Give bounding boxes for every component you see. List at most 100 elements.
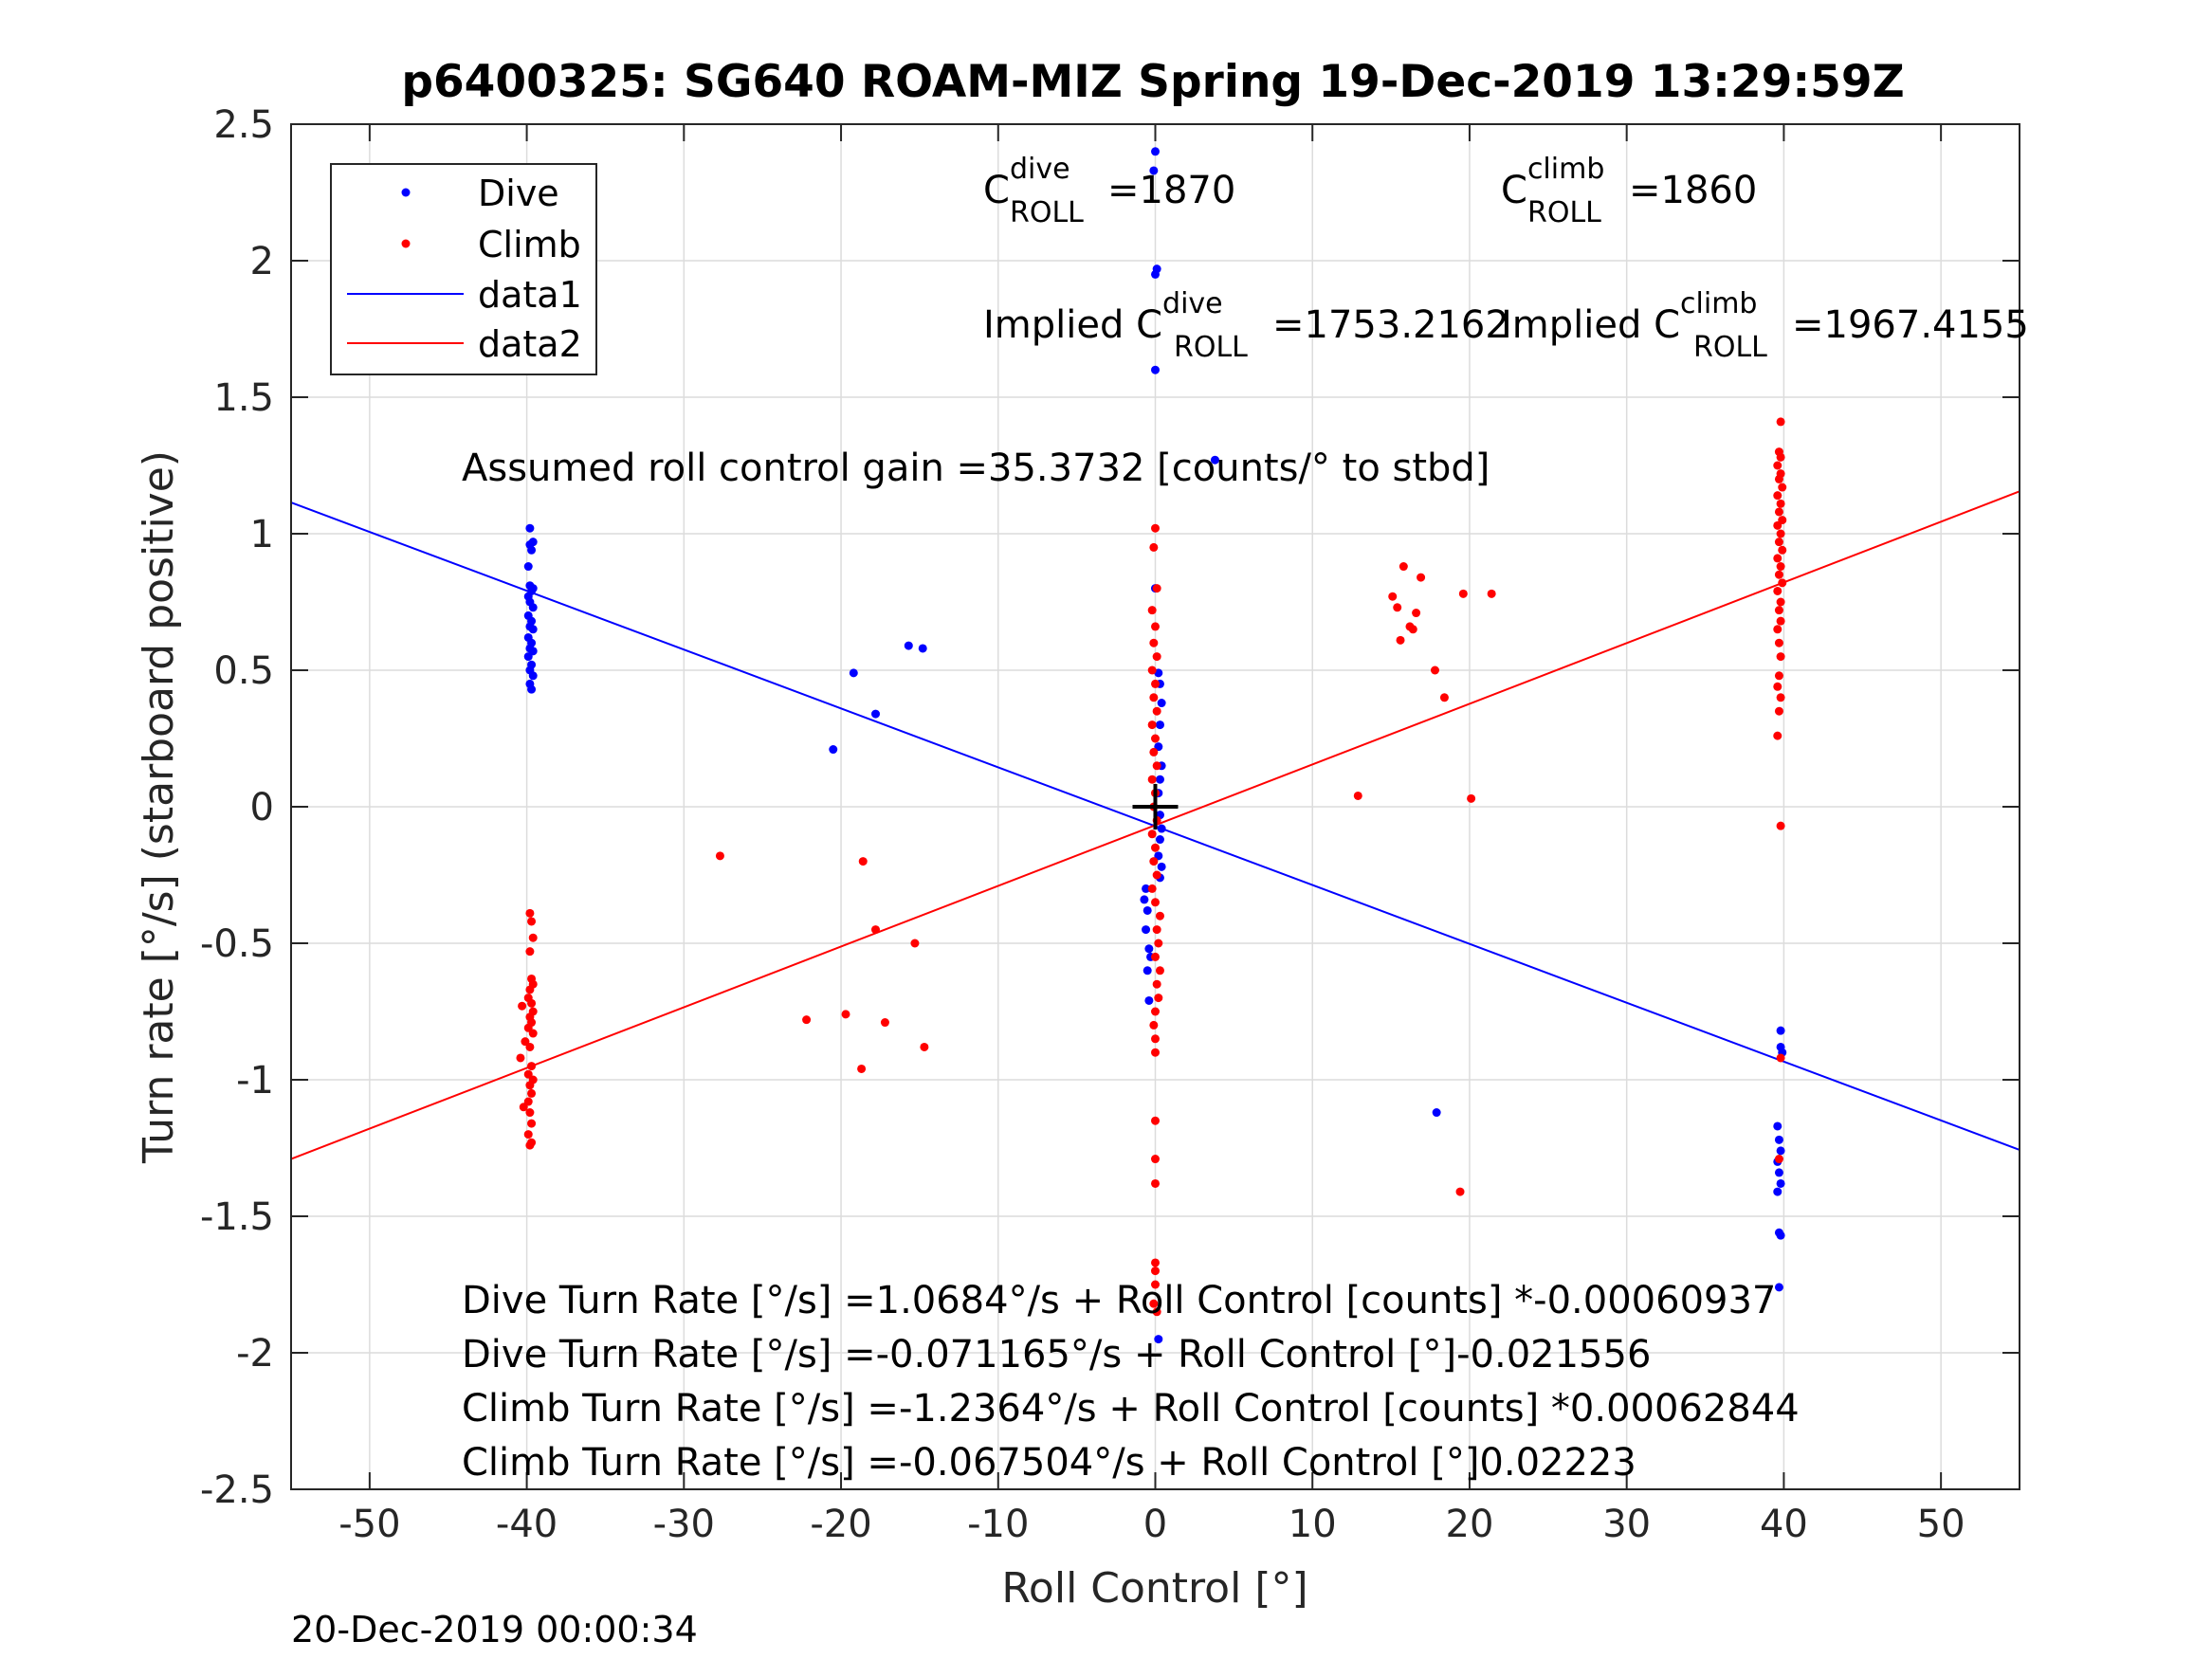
climb-point: [1155, 911, 1164, 921]
x-tick-label: -20: [810, 1503, 871, 1546]
climb-point: [1778, 483, 1787, 492]
climb-point: [858, 857, 868, 866]
origin-marker: [1132, 784, 1179, 830]
y-tick-label: -0.5: [200, 922, 274, 966]
climb-point: [1147, 665, 1157, 675]
climb-point: [1149, 1020, 1159, 1030]
climb-point: [1774, 638, 1783, 647]
x-tick-label: 0: [1143, 1503, 1167, 1546]
climb-point: [1151, 1267, 1160, 1276]
legend-label-data1: data1: [478, 274, 582, 316]
c-dive-sub: ROLL: [1010, 196, 1084, 229]
dive-point: [871, 709, 881, 719]
climb-point: [1151, 1048, 1160, 1057]
dive-point: [918, 644, 927, 653]
y-tick-label: -1: [236, 1059, 274, 1103]
climb-point: [1149, 638, 1159, 647]
dive-point: [1773, 1187, 1782, 1196]
dive-point: [1155, 775, 1164, 784]
climb-point: [525, 947, 535, 957]
dive-point: [523, 562, 533, 572]
climb-point: [518, 1001, 527, 1011]
climb-point: [1774, 1155, 1783, 1164]
climb-point: [525, 1042, 535, 1051]
c-climb-sup: climb: [1527, 153, 1604, 186]
climb-point: [1388, 592, 1398, 601]
climb-point: [1774, 474, 1783, 483]
dive-point: [904, 641, 913, 650]
dive-point: [528, 625, 538, 634]
climb-point: [1152, 584, 1161, 593]
climb-point: [1439, 693, 1449, 702]
dive-point: [1155, 720, 1164, 730]
climb-point: [1155, 966, 1164, 975]
climb-point: [1151, 1007, 1160, 1016]
fit-line-text: Climb Turn Rate [°/s] =-1.2364°/s + Roll…: [462, 1387, 1800, 1431]
climb-point: [715, 851, 724, 861]
climb-point: [1151, 734, 1160, 743]
y-tick-label: 1: [250, 513, 274, 556]
dive-point: [1155, 835, 1164, 845]
climb-point: [1152, 870, 1161, 880]
implied-climb-annotation: Implied Cclimb ROLL =1967.4155: [1501, 287, 2029, 364]
dive-point: [1157, 699, 1166, 708]
implied-dive-label: Implied C: [983, 303, 1162, 347]
climb-point: [1149, 747, 1159, 757]
y-tick-label: -2.5: [200, 1468, 274, 1512]
x-tick-label: 40: [1760, 1503, 1808, 1546]
dive-point: [1776, 1146, 1785, 1156]
climb-point: [1398, 562, 1408, 572]
climb-point: [1774, 538, 1783, 547]
climb-point: [527, 917, 537, 926]
climb-point: [1151, 679, 1160, 688]
dive-point: [1776, 1231, 1785, 1240]
data-points: [516, 147, 1787, 1344]
climb-point: [1776, 562, 1785, 572]
climb-point: [1776, 529, 1785, 538]
climb-point: [1152, 706, 1161, 716]
y-tick-label: 2: [250, 240, 274, 283]
legend-label-dive: Dive: [478, 173, 559, 214]
climb-point: [1147, 884, 1157, 893]
x-axis-label: Roll Control [°]: [1001, 1564, 1307, 1613]
x-tick-label: 50: [1917, 1503, 1965, 1546]
climb-point: [527, 1088, 537, 1098]
dive-point: [1151, 365, 1160, 374]
climb-point: [1773, 491, 1782, 501]
axis-ticks: -50 -40 -30 -20 -10 0 10 20 30 40 50-2.5-2-1.5-1-0…: [200, 103, 2020, 1546]
dive-point: [1144, 944, 1154, 954]
fit-line-text: Dive Turn Rate [°/s] =-0.071165°/s + Rol…: [462, 1333, 1651, 1376]
y-tick-label: 0.5: [213, 649, 274, 693]
dive-point: [528, 538, 538, 547]
climb-point: [1487, 589, 1496, 598]
dive-point: [1774, 1283, 1783, 1292]
climb-point: [1393, 603, 1402, 612]
climb-point: [1455, 1187, 1465, 1196]
dive-point: [1149, 166, 1159, 175]
c-climb-label: C: [1501, 169, 1527, 212]
dive-point: [1142, 925, 1151, 935]
implied-climb-sub: ROLL: [1693, 331, 1767, 364]
climb-point: [1152, 761, 1161, 771]
climb-point: [1154, 994, 1163, 1003]
dive-point: [1774, 1135, 1783, 1144]
climb-point: [1151, 952, 1160, 961]
climb-point: [1774, 606, 1783, 615]
y-tick-label: 2.5: [213, 103, 274, 147]
climb-point: [525, 1140, 535, 1150]
dive-point: [849, 668, 858, 678]
climb-point: [1774, 706, 1783, 716]
climb-point: [527, 1062, 537, 1071]
climb-point: [1430, 665, 1439, 675]
x-tick-label: -30: [653, 1503, 715, 1546]
climb-point: [1776, 693, 1785, 702]
climb-point: [1412, 609, 1421, 618]
implied-dive-value: =1753.2162: [1272, 303, 1509, 347]
legend-label-data2: data2: [478, 323, 582, 365]
dive-point: [523, 652, 533, 662]
climb-point: [1151, 843, 1160, 852]
climb-point: [920, 1042, 929, 1051]
dive-point: [1140, 895, 1149, 904]
climb-point: [1396, 635, 1405, 645]
